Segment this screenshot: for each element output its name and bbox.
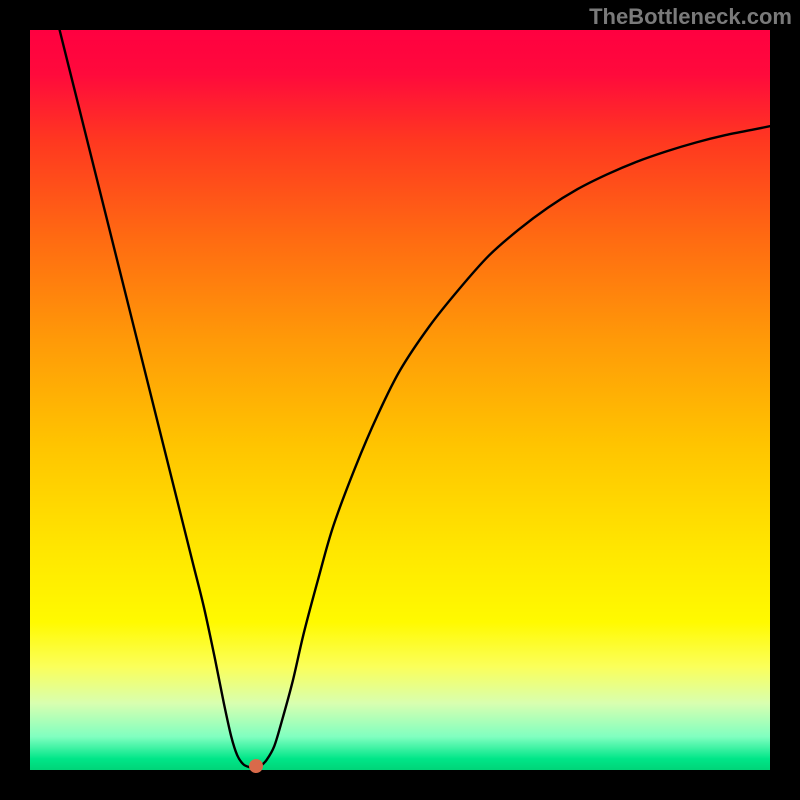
plot-area [30, 30, 770, 770]
min-marker [249, 759, 263, 773]
watermark-text: TheBottleneck.com [589, 4, 792, 30]
gradient-background [30, 30, 770, 770]
chart-container: TheBottleneck.com [0, 0, 800, 800]
